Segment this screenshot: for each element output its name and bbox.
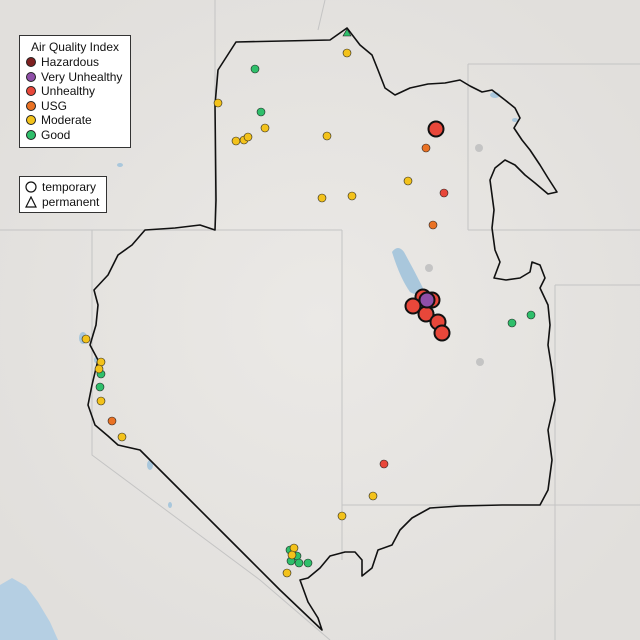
marker-moderate xyxy=(403,176,413,186)
marker-moderate xyxy=(322,131,332,141)
marker-moderate xyxy=(287,550,297,560)
marker-good xyxy=(507,318,517,328)
marker-moderate xyxy=(342,48,352,58)
marker-good xyxy=(256,107,266,117)
marker-moderate xyxy=(337,511,347,521)
marker-moderate xyxy=(81,334,91,344)
marker-moderate xyxy=(368,491,378,501)
marker-good xyxy=(294,558,304,568)
marker-moderate xyxy=(317,193,327,203)
marker-moderate xyxy=(260,123,270,133)
legend-label: Moderate xyxy=(41,113,92,128)
marker-moderate xyxy=(282,568,292,578)
ocean xyxy=(0,578,58,640)
marker-no-data xyxy=(476,358,484,366)
legend-label: Unhealthy xyxy=(41,84,96,99)
marker-no-data xyxy=(425,264,433,272)
circle-icon xyxy=(25,181,37,193)
marker-moderate xyxy=(213,98,223,108)
legend-item-usg: USG xyxy=(26,99,124,114)
hazardous-swatch-icon xyxy=(26,57,36,68)
legend-item-moderate: Moderate xyxy=(26,113,124,128)
marker-unhealthy-large xyxy=(404,297,422,315)
marker-moderate xyxy=(243,132,253,142)
marker-unhealthy xyxy=(379,459,389,469)
legend-item-permanent: permanent xyxy=(25,195,101,210)
legend-item-unhealthy: Unhealthy xyxy=(26,84,124,99)
marker-good xyxy=(526,310,536,320)
moderate-swatch-icon xyxy=(26,115,36,126)
marker-moderate xyxy=(117,432,127,442)
marker-good xyxy=(303,558,313,568)
marker-moderate xyxy=(96,396,106,406)
marker-very-unhealthy-large xyxy=(418,291,436,309)
very-unhealthy-swatch-icon xyxy=(26,71,36,82)
legend-label: Hazardous xyxy=(41,55,100,70)
legend-item-temporary: temporary xyxy=(25,180,101,195)
marker-moderate xyxy=(231,136,241,146)
monitor-type-legend: temporary permanent xyxy=(19,176,107,213)
legend-item-good: Good xyxy=(26,128,124,143)
marker-unhealthy-large xyxy=(427,120,445,138)
legend-label: Good xyxy=(41,127,71,142)
region-boundary xyxy=(87,27,558,631)
markers xyxy=(81,28,536,578)
marker-good xyxy=(95,382,105,392)
legend-label: Very Unhealthy xyxy=(41,69,123,84)
legend-label: USG xyxy=(41,98,68,113)
marker-usg xyxy=(428,220,438,230)
marker-unhealthy-large xyxy=(433,324,451,342)
legend-item-very-unhealthy: Very Unhealthy xyxy=(26,70,124,85)
unhealthy-swatch-icon xyxy=(26,86,36,97)
triangle-icon xyxy=(25,195,37,208)
aqi-legend: Air Quality Index Hazardous Very Unhealt… xyxy=(19,35,131,148)
usg-swatch-icon xyxy=(26,100,36,111)
marker-good xyxy=(250,64,260,74)
marker-usg xyxy=(421,143,431,153)
marker-moderate xyxy=(347,191,357,201)
marker-unhealthy xyxy=(439,188,449,198)
legend-item-hazardous: Hazardous xyxy=(26,55,124,70)
legend-label: temporary xyxy=(42,180,97,195)
good-swatch-icon xyxy=(26,129,36,140)
marker-usg xyxy=(107,416,117,426)
legend-title: Air Quality Index xyxy=(30,40,120,54)
marker-no-data xyxy=(475,144,483,152)
legend-label: permanent xyxy=(42,194,100,209)
large-markers xyxy=(404,120,451,342)
marker-good-permanent xyxy=(342,28,352,37)
marker-moderate xyxy=(94,364,104,374)
